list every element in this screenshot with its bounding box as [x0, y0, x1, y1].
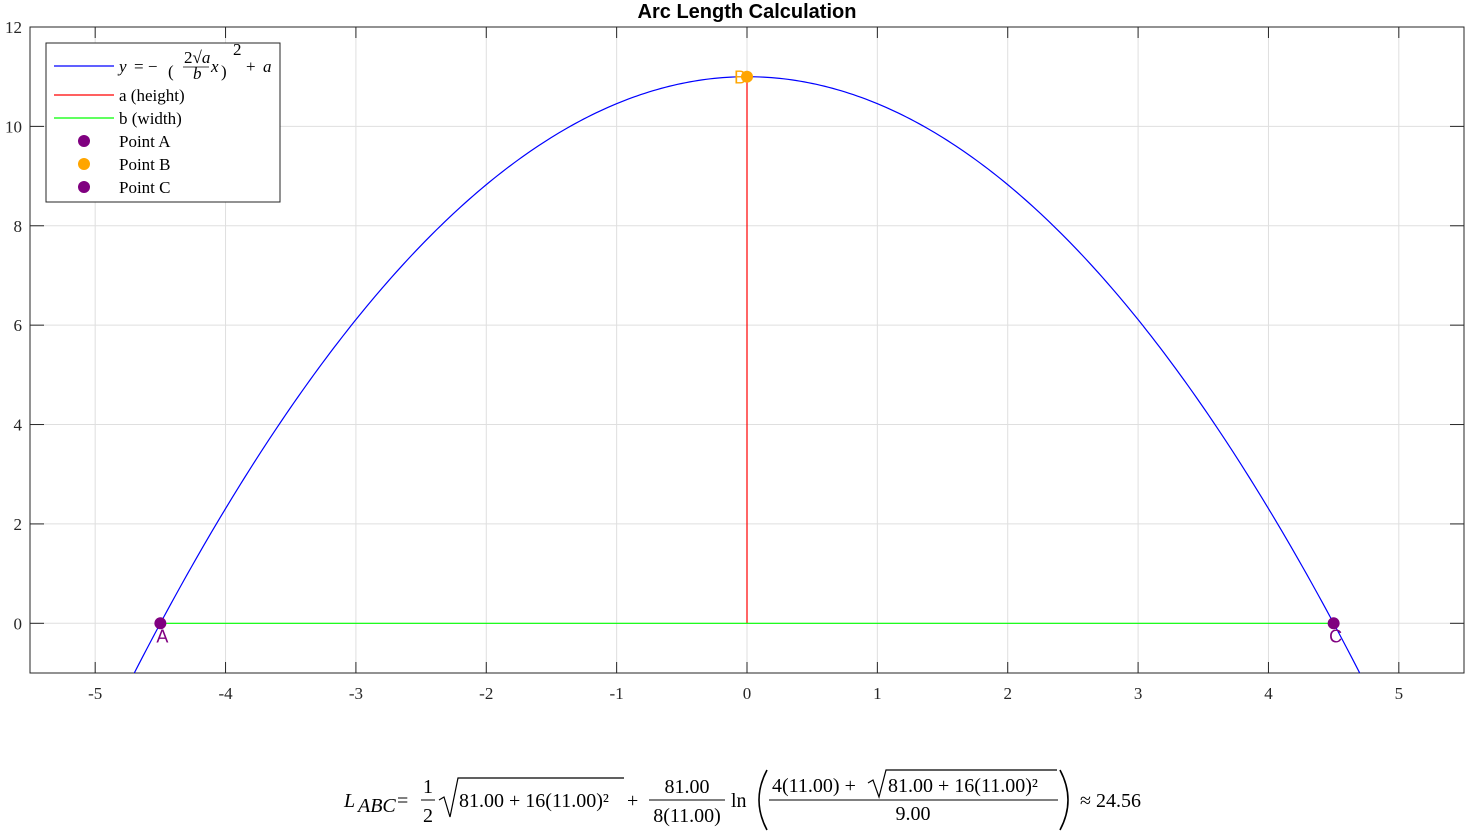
point-c-label: C [1329, 626, 1342, 646]
x-tick-label: 2 [1003, 684, 1012, 703]
point-c-marker [1327, 617, 1340, 630]
formula-half-numerator: 1 [423, 776, 433, 798]
formula-equals: = [397, 790, 408, 812]
legend-label-point-c: Point C [119, 178, 171, 197]
svg-text:b: b [193, 64, 202, 83]
formula-plus: + [627, 790, 638, 812]
formula-inner-radical [867, 769, 1057, 800]
x-tick-label: -2 [479, 684, 493, 703]
svg-text:2√a: 2√a [184, 48, 210, 67]
svg-text:y: y [117, 57, 127, 76]
point-b-marker [741, 70, 753, 83]
chart-title: Arc Length Calculation [638, 1, 857, 23]
y-tick-label: 8 [14, 217, 23, 236]
formula-inner-numerator-prefix: 4(11.00) + [772, 775, 856, 797]
formula-left-paren [758, 769, 768, 831]
svg-text:+: + [246, 57, 256, 76]
x-tick-label: -3 [349, 684, 363, 703]
x-tick-label: 5 [1395, 684, 1404, 703]
formula-sqrt1-body: 81.00 + 16(11.00)² [459, 790, 609, 812]
legend-label-height: a (height) [119, 86, 185, 105]
x-tick-label: 0 [743, 684, 752, 703]
x-tick-label: 4 [1264, 684, 1273, 703]
y-tick-label: 12 [5, 18, 22, 37]
point-a-label: A [156, 626, 168, 646]
formula-half-denominator: 2 [423, 805, 433, 827]
legend-marker-point-c [78, 181, 90, 193]
x-tick-labels: -5 -4 -3 -2 -1 0 1 2 3 4 5 [88, 684, 1403, 703]
formula-approx-result: ≈ 24.56 [1080, 790, 1141, 812]
svg-text:a: a [263, 57, 272, 76]
legend: y = − ( 2√a b x ) 2 + a a (height) b (wi… [45, 40, 281, 203]
legend-label-point-a: Point A [119, 132, 171, 151]
legend-label-width: b (width) [119, 109, 182, 128]
formula-lhs-subscript: ABC [356, 795, 396, 817]
point-a-marker [154, 617, 167, 630]
x-tick-label: 1 [873, 684, 882, 703]
y-tick-label: 0 [14, 614, 23, 633]
formula-fraction-numerator: 81.00 [665, 776, 710, 798]
formula-right-paren [1059, 769, 1069, 831]
formula-lhs: L [343, 790, 355, 812]
x-tick-label: 3 [1134, 684, 1143, 703]
svg-text:2: 2 [233, 40, 242, 59]
y-tick-label: 4 [14, 416, 23, 435]
y-tick-labels: 0 2 4 6 8 10 12 [5, 18, 23, 633]
svg-text:= −: = − [134, 57, 157, 76]
points: ABC [154, 68, 1342, 646]
legend-marker-point-a [78, 135, 90, 147]
y-tick-label: 10 [5, 117, 22, 136]
formula-inner-sqrt-body: 81.00 + 16(11.00)² [888, 775, 1038, 797]
legend-label-point-b: Point B [119, 155, 171, 174]
y-tick-label: 6 [14, 316, 23, 335]
x-tick-label: -4 [218, 684, 233, 703]
arc-length-formula: L ABC = 1 2 81.00 + 16(11.00)² + 81.00 8… [343, 769, 1141, 831]
x-tick-label: -1 [610, 684, 624, 703]
svg-text:(: ( [168, 62, 174, 81]
formula-sqrt1-radical [438, 777, 624, 818]
svg-text:x: x [210, 57, 219, 76]
x-tick-label: -5 [88, 684, 102, 703]
legend-marker-point-b [78, 158, 90, 170]
formula-inner-denominator: 9.00 [896, 803, 931, 825]
svg-text:): ) [221, 62, 227, 81]
legend-box [45, 42, 281, 203]
formula-fraction-denominator: 8(11.00) [653, 805, 721, 827]
formula-ln: ln [731, 790, 747, 812]
tick-marks [30, 26, 1464, 673]
y-tick-label: 2 [14, 515, 23, 534]
legend-label-curve: y = − ( 2√a b x ) 2 + a [117, 40, 272, 83]
